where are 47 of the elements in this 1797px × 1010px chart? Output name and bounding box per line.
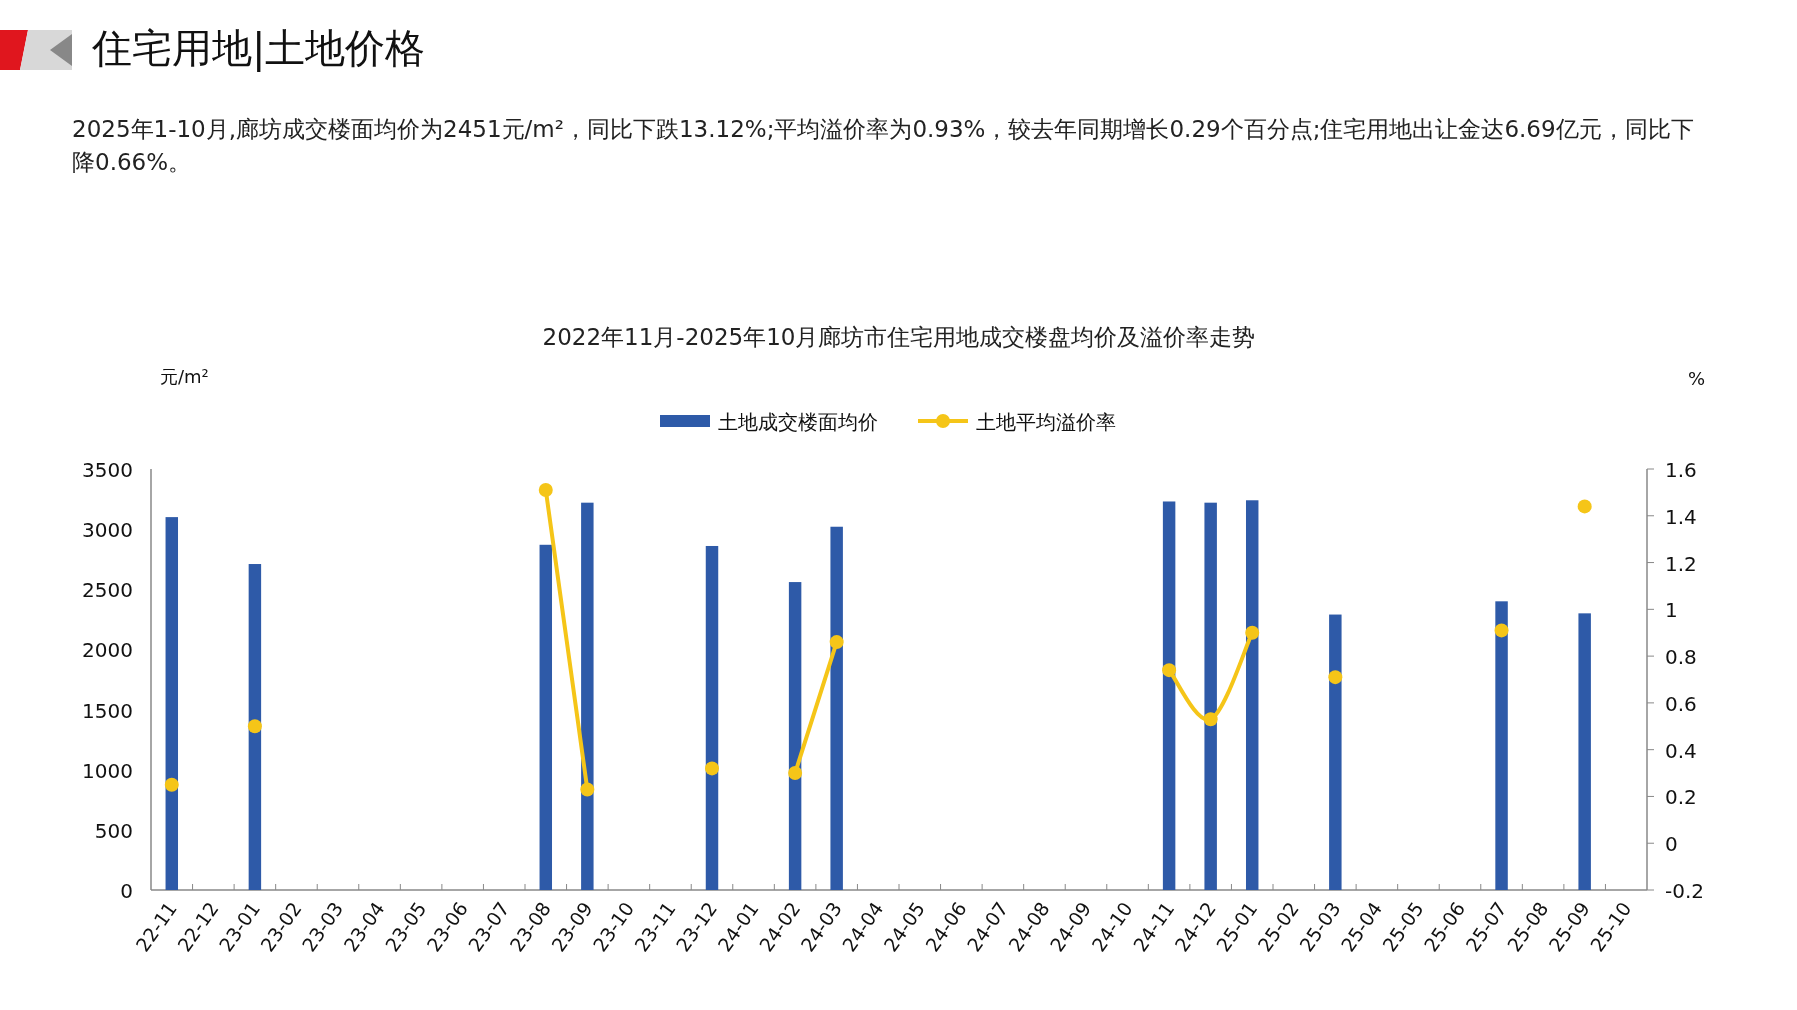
bar [1245, 500, 1259, 890]
y2-tick-label: 0.4 [1665, 738, 1697, 763]
y2-tick-label: 1.2 [1665, 551, 1697, 576]
y-tick-label: 3000 [82, 518, 133, 543]
point [247, 719, 262, 734]
y2-tick-label: 1.6 [1665, 458, 1697, 482]
point [1328, 670, 1343, 685]
point [164, 777, 179, 792]
y-tick-label: 2000 [82, 638, 133, 663]
bar [539, 544, 553, 890]
bar [830, 526, 843, 890]
y2-tick-label: 0.6 [1665, 691, 1697, 716]
bar [705, 545, 719, 890]
bar [1578, 613, 1591, 890]
y-tick-label: 0 [120, 879, 133, 903]
bar [1162, 501, 1176, 890]
legend-label: 土地成交楼面均价 [718, 410, 878, 434]
point [538, 483, 553, 498]
y2-tick-label: -0.2 [1665, 879, 1705, 903]
text: 2025年1-10月,廊坊成交楼面均价为2451元/m²，同比下跌13.12%;平均溢价率为0.93%，较去年同期增长0.29个百分点;住宅用地出让金达6.69亿元，同比下降0.66%。 [72, 116, 1694, 175]
bar [1495, 601, 1508, 890]
y2-tick-label: 1.4 [1665, 504, 1697, 529]
y2-tick-label: 0.8 [1665, 645, 1697, 670]
y-tick-label: 500 [94, 818, 133, 843]
bar [1204, 502, 1217, 890]
point [788, 766, 803, 781]
point [829, 635, 844, 650]
y-tick-label: 2500 [82, 578, 133, 603]
y2-tick-label: 1 [1665, 598, 1678, 623]
y2-tick-label: 0.2 [1665, 785, 1697, 810]
point [705, 761, 719, 776]
legend-label: 土地平均溢价率 [976, 410, 1116, 434]
y-axis-title: 元/m² [160, 366, 209, 387]
bar [165, 517, 179, 890]
bar [581, 502, 594, 890]
y-tick-label: 1000 [82, 758, 133, 783]
bar [248, 564, 262, 890]
chart-subtitle: 住宅用地|土地价格 [91, 25, 426, 72]
y-tick-label: 1500 [82, 698, 133, 723]
chart-title: 2022年11月-2025年10月廊坊市住宅用地成交楼盘均价及溢价率走势 [542, 324, 1256, 350]
bar [1329, 614, 1342, 890]
point [580, 782, 595, 797]
point [1577, 499, 1592, 514]
y2-tick-label: 0 [1665, 832, 1678, 857]
point [1494, 623, 1509, 638]
y-tick-label: 3500 [82, 458, 133, 482]
y2-axis-title: % [1688, 368, 1706, 389]
